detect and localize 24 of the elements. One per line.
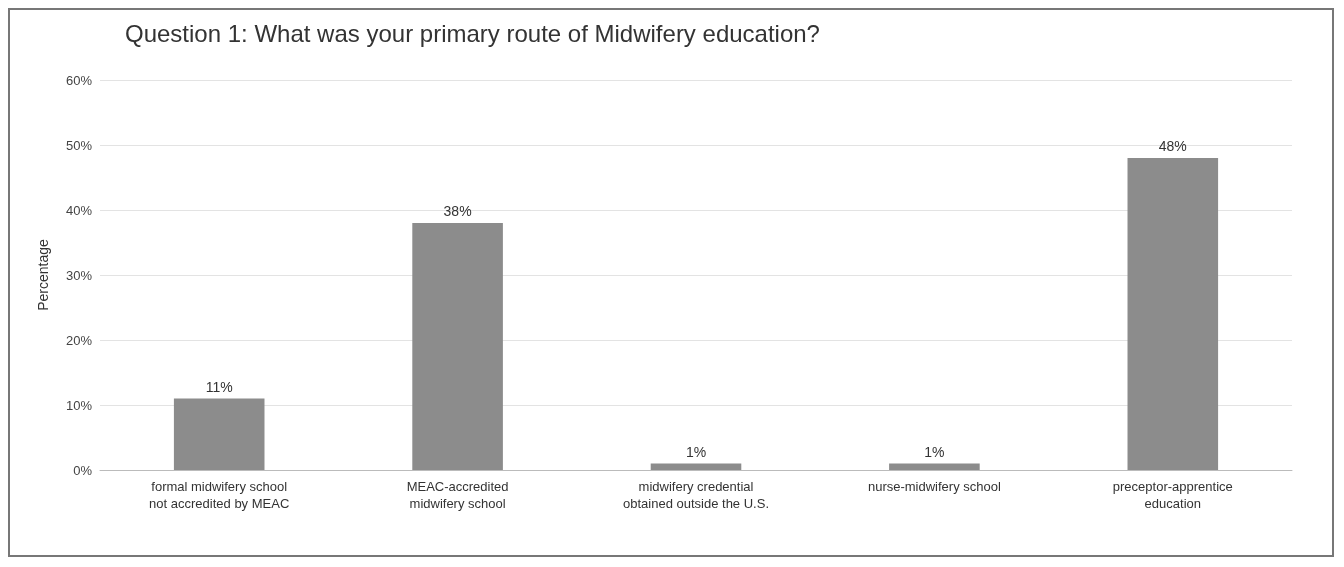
y-tick-label: 0% xyxy=(73,462,93,478)
bar xyxy=(1127,158,1219,470)
bar xyxy=(650,463,742,470)
y-tick-label: 20% xyxy=(65,332,93,348)
y-tick-label: 30% xyxy=(65,267,93,283)
x-tick-label: nurse-midwifery school xyxy=(867,479,1001,494)
y-tick-label: 60% xyxy=(65,72,93,88)
chart-title: Question 1: What was your primary route of Midwifery education? xyxy=(125,19,820,47)
y-axis-title: Percentage xyxy=(35,238,51,311)
data-label: 1% xyxy=(924,443,945,460)
data-label: 38% xyxy=(443,203,472,219)
data-label: 11% xyxy=(205,378,233,395)
y-tick-label: 10% xyxy=(65,397,93,413)
bar xyxy=(889,463,980,470)
x-tick-label: formal midwifery school not accredited by MEAC xyxy=(149,479,290,511)
x-tick-label: midwifery credential obtained outside the U.S. xyxy=(623,479,769,511)
data-label: 1% xyxy=(685,443,707,460)
bar xyxy=(412,223,503,470)
y-tick-label: 40% xyxy=(65,202,93,218)
y-tick-label: 50% xyxy=(65,137,93,153)
bar xyxy=(173,398,265,470)
x-tick-label: MEAC-accredited midwifery school xyxy=(406,479,509,511)
x-tick-label: preceptor-apprentice education xyxy=(1112,479,1233,511)
data-label: 48% xyxy=(1158,138,1187,154)
